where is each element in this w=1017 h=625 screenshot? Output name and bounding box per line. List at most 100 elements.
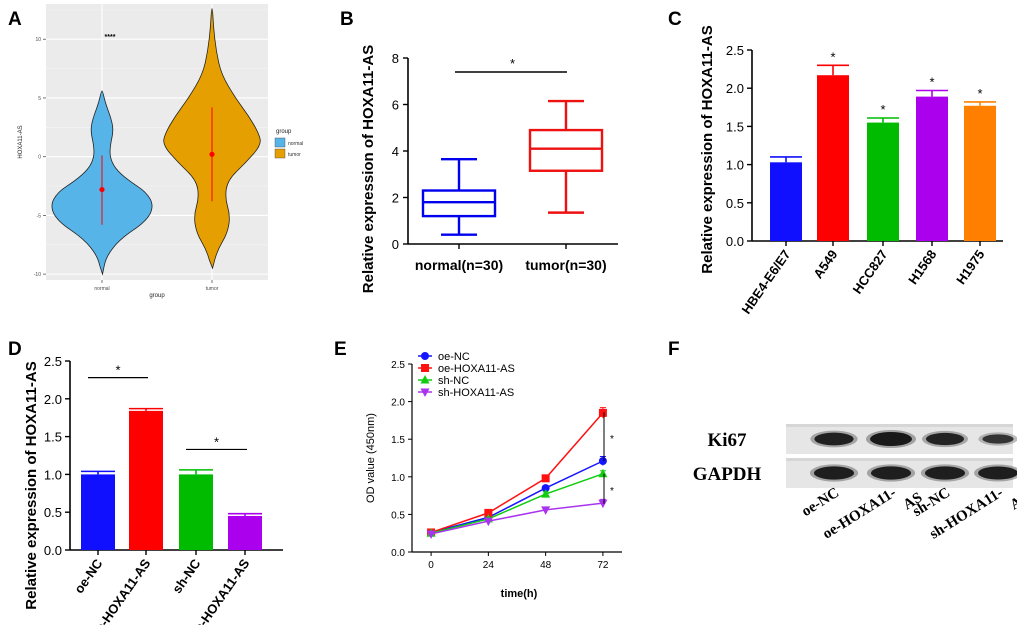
data-point	[541, 484, 550, 493]
significance-star: *	[830, 49, 835, 64]
data-point	[484, 508, 493, 517]
panel-c-bar-chart: 0.0 0.5 1.0 1.5 2.0 2.5 HBE4-E6/E7 * A549 * HCC827…	[699, 25, 1003, 317]
y-tick-label: 2.0	[44, 392, 62, 407]
y-axis-title: OD value (450nm)	[365, 413, 377, 503]
lane-label-line: oe-NC	[799, 485, 842, 520]
y-axis-title: Relative expression of HOXA11-AS	[23, 361, 40, 609]
series-line	[430, 502, 603, 535]
blot-band	[870, 432, 912, 446]
legend-label-normal: normal	[288, 141, 303, 147]
mean-point-normal	[99, 186, 105, 193]
data-point	[420, 375, 430, 384]
x-tick-label: normal	[94, 286, 109, 292]
data-point	[426, 530, 436, 539]
bar-oe-NC	[81, 474, 115, 550]
significance-star: *	[977, 86, 982, 101]
blot-strip-edge	[786, 424, 1013, 427]
data-point	[420, 388, 430, 397]
blot-label-gapdh: GAPDH	[693, 464, 762, 485]
bar-sh-NC	[179, 474, 213, 550]
y-tick-label: 0.0	[44, 543, 62, 558]
significance-star: *	[610, 434, 614, 445]
y-tick-label: 1.0	[44, 467, 62, 482]
x-tick-label: 0	[428, 560, 434, 571]
significance-star: *	[880, 102, 885, 117]
x-tick-label: H1568	[905, 247, 939, 287]
legend-swatch-tumor	[274, 148, 286, 159]
y-tick-label: 0.5	[44, 505, 62, 520]
y-tick-label: 10	[35, 37, 41, 43]
x-tick-label: 24	[483, 560, 495, 571]
bar-H1975	[964, 105, 996, 241]
y-tick-label: 1.0	[391, 473, 405, 484]
mean-point-tumor	[209, 151, 215, 157]
blot-band	[978, 466, 1017, 480]
x-tick-label: 72	[597, 560, 609, 571]
bar-H1568	[916, 96, 948, 241]
y-tick-label: 0	[38, 155, 41, 161]
x-tick-label: 48	[540, 560, 552, 571]
comparison-star: *	[214, 434, 219, 449]
box-1	[528, 128, 604, 172]
panel-e-line-chart: 0.0 0.5 1.0 1.5 2.0 2.5 0 24 48 72 oe-NCoe-HOXA11-…	[365, 351, 622, 600]
legend-label-tumor: tumor	[288, 152, 301, 158]
significance-annotation: ****	[105, 34, 116, 41]
panel-a-violin-chart: -10 -5 0 5 10 normal tumor **** HOXA11-AS group gr…	[18, 4, 303, 299]
y-tick-label: 6	[392, 98, 399, 113]
blot-band	[924, 466, 966, 480]
data-point	[598, 499, 608, 509]
blot-band	[925, 432, 965, 446]
x-axis-title: time(h)	[501, 588, 538, 600]
x-axis-title: group	[149, 293, 165, 299]
y-tick-label: 0.0	[391, 548, 405, 559]
data-point	[598, 468, 608, 478]
bar-A549	[817, 75, 849, 241]
bar-HCC827	[867, 122, 899, 241]
x-tick-label: HCC827	[850, 247, 891, 296]
x-tick-label: tumor(n=30)	[525, 257, 606, 273]
data-point	[483, 517, 493, 527]
y-tick-label: 2.0	[391, 398, 405, 409]
y-tick-label: 8	[392, 51, 399, 66]
legend-label-sh-HOXA11-AS: sh-HOXA11-AS	[438, 387, 514, 399]
blot-band	[813, 466, 855, 480]
legend-label-oe-HOXA11-AS: oe-HOXA11-AS	[438, 363, 515, 375]
y-tick-label: 5	[38, 96, 41, 102]
series-line	[430, 460, 604, 534]
y-tick-label: 2.5	[726, 43, 744, 58]
data-point	[541, 474, 550, 483]
series-line	[430, 412, 604, 534]
data-point	[541, 489, 551, 498]
data-point	[598, 408, 607, 417]
series-line	[430, 473, 604, 534]
panel-letter-d: D	[8, 339, 22, 360]
blot-band	[982, 434, 1014, 444]
significance-star: *	[929, 74, 934, 89]
blot-band	[870, 466, 912, 480]
panel-letter-a: A	[8, 9, 22, 30]
x-tick-label: HBE4-E6/E7	[738, 247, 793, 317]
y-tick-label: 2.5	[391, 360, 405, 371]
y-tick-label: 4	[392, 144, 399, 159]
y-tick-label: 1.0	[726, 158, 744, 173]
y-tick-label: 0.0	[726, 234, 744, 249]
y-tick-label: 0.5	[726, 196, 744, 211]
y-axis-title: Relative expression of HOXA11-AS	[699, 25, 716, 273]
x-tick-label: H1975	[953, 247, 987, 287]
significance-star: *	[610, 486, 614, 497]
panel-b-box-chart: 0 2 4 6 8 normal(n=30) tumor(n=30) * Relative ex…	[360, 45, 618, 293]
x-tick-label: sh-NC	[169, 556, 204, 596]
data-point	[421, 364, 429, 372]
legend-title: group	[276, 129, 292, 135]
legend-swatch-normal	[274, 137, 286, 148]
lane-label-line: AS	[1008, 490, 1017, 514]
x-tick-label: normal(n=30)	[415, 257, 503, 273]
legend-label-sh-NC: sh-NC	[438, 375, 469, 387]
y-tick-label: 1.5	[44, 430, 62, 445]
data-point	[541, 506, 551, 515]
bar-sh-HOXA11-AS	[228, 515, 262, 550]
comparison-star: *	[115, 363, 120, 378]
